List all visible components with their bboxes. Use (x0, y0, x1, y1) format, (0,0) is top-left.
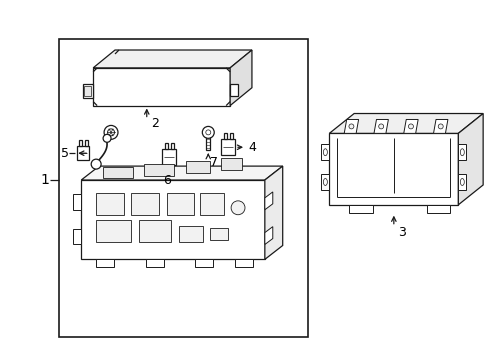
Bar (170, 143, 173, 149)
Bar (210, 228, 228, 239)
Polygon shape (264, 166, 282, 260)
Bar (235, 260, 252, 267)
Polygon shape (230, 50, 251, 105)
Bar (96, 193, 123, 215)
Ellipse shape (459, 179, 463, 185)
Polygon shape (457, 113, 482, 205)
Bar (85, 140, 88, 146)
Text: 2: 2 (150, 117, 158, 130)
Text: 6: 6 (163, 175, 170, 188)
Text: 1: 1 (40, 173, 49, 187)
Bar (131, 193, 158, 215)
Text: 3: 3 (397, 226, 405, 239)
Text: 7: 7 (210, 156, 218, 168)
Bar (164, 143, 167, 149)
Ellipse shape (323, 179, 326, 185)
Circle shape (205, 130, 210, 135)
Bar (145, 260, 163, 267)
Circle shape (104, 125, 118, 139)
Bar (230, 133, 233, 139)
Circle shape (91, 159, 101, 169)
Polygon shape (83, 84, 93, 98)
Ellipse shape (323, 149, 326, 156)
Bar (79, 140, 82, 146)
Polygon shape (93, 68, 230, 105)
Bar (206, 133, 210, 150)
Circle shape (231, 201, 244, 215)
Polygon shape (321, 174, 328, 190)
Polygon shape (403, 120, 417, 133)
Bar (73, 194, 81, 210)
Circle shape (107, 129, 114, 136)
Bar (77, 146, 89, 160)
Polygon shape (81, 180, 264, 260)
Bar (73, 229, 81, 244)
Polygon shape (373, 120, 387, 133)
Circle shape (348, 124, 353, 129)
Circle shape (437, 124, 442, 129)
Bar (162, 149, 175, 165)
Bar (221, 139, 235, 155)
Bar (426, 205, 449, 213)
Circle shape (103, 134, 111, 142)
Polygon shape (433, 120, 447, 133)
Polygon shape (328, 133, 457, 205)
Polygon shape (344, 120, 358, 133)
Bar (200, 193, 224, 215)
Polygon shape (457, 144, 466, 160)
Polygon shape (321, 144, 328, 160)
Bar (348, 205, 372, 213)
Bar (178, 226, 203, 242)
Text: 4: 4 (247, 141, 255, 154)
Circle shape (378, 124, 383, 129)
Text: 5: 5 (61, 147, 69, 160)
Polygon shape (103, 167, 133, 179)
Bar (224, 133, 226, 139)
Bar (60, 39, 307, 337)
Polygon shape (185, 161, 209, 173)
Bar (96, 220, 131, 242)
Bar (166, 193, 194, 215)
Polygon shape (220, 158, 242, 170)
Bar (96, 260, 114, 267)
Polygon shape (81, 166, 282, 180)
Polygon shape (264, 227, 272, 244)
Ellipse shape (459, 149, 463, 156)
Polygon shape (264, 192, 272, 210)
Circle shape (407, 124, 412, 129)
Bar (139, 220, 170, 242)
Circle shape (202, 126, 214, 138)
Polygon shape (230, 84, 238, 96)
Polygon shape (328, 113, 482, 133)
Bar (195, 260, 213, 267)
Polygon shape (93, 50, 251, 68)
Bar (84, 86, 91, 96)
Polygon shape (457, 174, 466, 190)
Polygon shape (144, 164, 174, 176)
